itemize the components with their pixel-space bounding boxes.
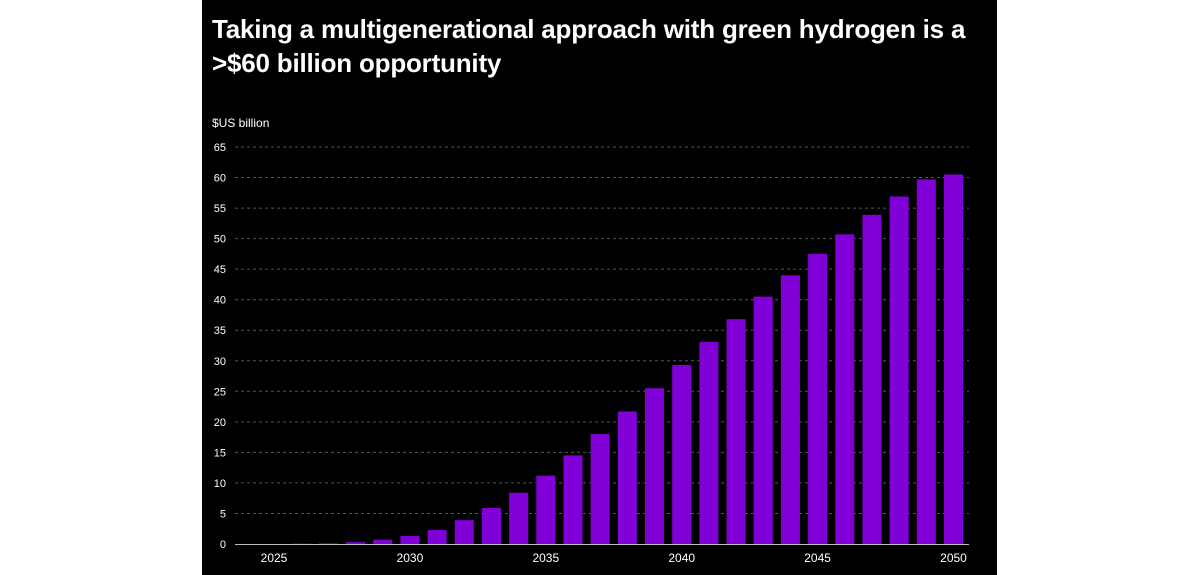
bar-2036 — [563, 455, 583, 544]
y-tick-label: 65 — [214, 142, 226, 154]
chart-panel: Taking a multigenerational approach with… — [202, 0, 997, 575]
bar-2032 — [454, 520, 474, 544]
bar-2035 — [536, 475, 556, 544]
bar-2041 — [699, 341, 719, 544]
bar-2044 — [780, 275, 800, 544]
y-axis-label: $US billion — [212, 116, 270, 130]
bar-2046 — [835, 234, 855, 544]
y-tick-label: 45 — [214, 264, 226, 276]
y-tick-label: 30 — [214, 356, 226, 368]
bar-2038 — [617, 411, 637, 544]
bar-2049 — [916, 179, 936, 544]
bar-2034 — [509, 492, 529, 544]
bar-2043 — [753, 296, 773, 544]
bar-2050 — [944, 174, 963, 544]
y-tick-label: 25 — [214, 386, 226, 398]
x-tick-label: 2035 — [532, 551, 559, 565]
bar-2033 — [481, 507, 501, 544]
bar-2039 — [645, 388, 665, 544]
x-tick-label: 2040 — [668, 551, 695, 565]
x-tick-label: 2045 — [804, 551, 831, 565]
bar-2027 — [318, 543, 338, 544]
bar-2048 — [889, 196, 909, 545]
y-tick-label: 40 — [214, 295, 226, 307]
x-tick-label: 2030 — [397, 551, 424, 565]
y-tick-label: 10 — [214, 478, 226, 490]
bar-2037 — [590, 434, 610, 544]
y-tick-label: 5 — [220, 508, 226, 520]
bar-2047 — [862, 214, 882, 544]
bar-2040 — [672, 365, 692, 544]
y-tick-label: 35 — [214, 325, 226, 337]
bar-2045 — [808, 253, 828, 544]
bar-2030 — [400, 536, 420, 544]
y-tick-label: 55 — [214, 203, 226, 215]
x-tick-label: 2050 — [940, 551, 967, 565]
x-tick-label: 2025 — [261, 551, 288, 565]
bar-2031 — [427, 529, 447, 544]
y-tick-label: 50 — [214, 234, 226, 246]
y-tick-label: 60 — [214, 173, 226, 185]
y-tick-label: 0 — [220, 539, 226, 551]
y-tick-label: 20 — [214, 417, 226, 429]
bar-2042 — [726, 319, 746, 544]
y-tick-label: 15 — [214, 447, 226, 459]
chart-title: Taking a multigenerational approach with… — [212, 14, 966, 78]
bar-2028 — [346, 542, 366, 544]
bar-2029 — [373, 539, 393, 544]
